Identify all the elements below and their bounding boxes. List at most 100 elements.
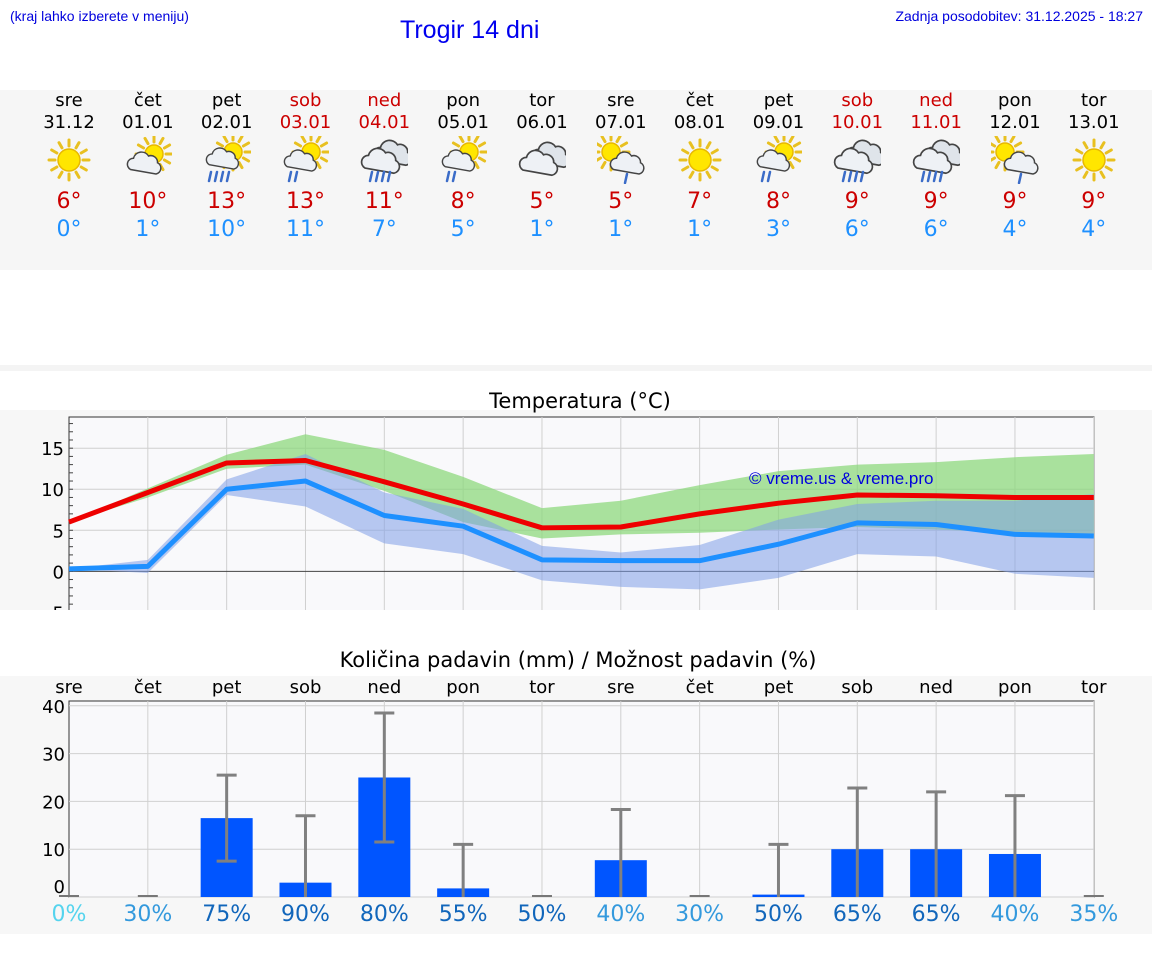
day-date: 03.01 (279, 112, 332, 133)
precipitation-probability: 40% (990, 902, 1040, 927)
precipitation-probability: 50% (517, 902, 567, 927)
min-temperature: 11° (285, 217, 325, 242)
max-temperature: 9° (1081, 189, 1107, 214)
cloud-rain-icon (896, 136, 976, 184)
chart-title: Temperatura (°C) (488, 389, 671, 413)
x-tick-label: sob (290, 677, 322, 698)
precipitation-probability: 90% (281, 902, 330, 927)
precipitation-probability: 35% (1069, 902, 1119, 927)
sun-cloud-light-rain-icon (423, 136, 503, 184)
min-temperature-line (68, 478, 1094, 572)
max-temperature: 6° (56, 189, 82, 214)
y-tick-label: 15 (41, 439, 64, 460)
day-name: tor (529, 90, 555, 111)
day-name: pet (211, 90, 242, 111)
y-tick-label: −5 (37, 603, 64, 610)
day-name: čet (685, 90, 714, 111)
y-tick-label: 30 (42, 745, 65, 766)
x-tick-label: pet (212, 677, 242, 698)
min-temperature: 6° (923, 217, 949, 242)
max-temperature-line (68, 458, 1094, 531)
max-temperature: 9° (923, 189, 949, 214)
x-tick-label: sre (55, 677, 82, 698)
day-column: sre 07.01 5° 1° (581, 90, 661, 244)
max-temperature: 7° (687, 189, 713, 214)
day-date: 07.01 (595, 112, 647, 133)
min-temperature: 1° (529, 217, 555, 242)
precipitation-probability: 0% (51, 902, 87, 927)
partly-cloudy-icon (108, 136, 188, 184)
day-date: 01.01 (122, 112, 174, 133)
sun-cloud-rain-icon (187, 136, 267, 184)
max-temperature: 9° (1002, 189, 1028, 214)
day-date: 12.01 (989, 112, 1041, 133)
max-temperature: 11° (364, 189, 404, 214)
min-temperature: 1° (687, 217, 713, 242)
precipitation-probability: 80% (359, 902, 409, 927)
day-name: sre (607, 90, 635, 111)
max-temperature: 8° (450, 189, 476, 214)
precipitation-chart: Količina padavin (mm) / Možnost padavin … (0, 648, 1152, 934)
max-temperature: 13° (207, 189, 247, 214)
cloudy-icon (502, 136, 582, 184)
y-tick-label: 0 (54, 877, 65, 898)
x-tick-label: pon (998, 677, 1032, 698)
precipitation-probability: 30% (675, 902, 725, 927)
day-date: 02.01 (200, 112, 253, 133)
day-date: 10.01 (831, 112, 884, 133)
min-temperature: 3° (765, 217, 791, 242)
day-column: pon 12.01 9° 4° (975, 90, 1055, 244)
day-column: tor 06.01 5° 1° (502, 90, 582, 244)
day-name: ned (919, 90, 954, 111)
precipitation-probability: 65% (911, 902, 961, 927)
max-temperature: 10° (128, 189, 168, 214)
sunny-icon (29, 136, 109, 184)
day-name: pet (763, 90, 794, 111)
x-tick-label: sob (841, 677, 873, 698)
min-temperature: 0° (56, 217, 82, 242)
sun-cloud-light-rain-icon (265, 136, 345, 184)
day-column: pon 05.01 8° 5° (423, 90, 503, 244)
last-updated: Zadnja posodobitev: 31.12.2025 - 18:27 (895, 8, 1143, 24)
day-name: ned (367, 90, 402, 111)
day-name: pon (998, 90, 1032, 111)
day-column: pet 09.01 8° 3° (738, 90, 818, 244)
day-column: sob 03.01 13° 11° (265, 90, 345, 244)
section-divider (0, 365, 1152, 371)
day-column: ned 04.01 11° 7° (344, 90, 424, 244)
day-date: 31.12 (43, 112, 95, 133)
precipitation-probability: 65% (832, 902, 882, 927)
day-column: sre 31.12 6° 0° (29, 90, 109, 244)
day-column: čet 08.01 7° 1° (660, 90, 740, 244)
page-title: Trogir 14 dni (400, 16, 540, 44)
max-temperature: 8° (765, 189, 791, 214)
location-hint: (kraj lahko izberete v meniju) (10, 8, 189, 24)
chart-title: Količina padavin (mm) / Možnost padavin … (340, 648, 817, 672)
y-tick-label: 5 (53, 521, 64, 542)
sun-cloud-drizzle-icon (581, 136, 661, 184)
sun-cloud-drizzle-icon (975, 136, 1055, 184)
x-tick-label: sre (607, 677, 634, 698)
x-tick-label: tor (529, 677, 555, 698)
x-tick-label: pon (446, 677, 480, 698)
precipitation-probability: 30% (123, 902, 173, 927)
day-date: 04.01 (358, 112, 411, 133)
sun-cloud-light-rain-icon (738, 136, 818, 184)
day-name: sob (841, 90, 874, 111)
day-date: 05.01 (437, 112, 489, 133)
precipitation-probability: 50% (754, 902, 803, 927)
x-tick-label: ned (367, 677, 401, 698)
max-temperature: 9° (844, 189, 870, 214)
x-tick-label: tor (1081, 677, 1107, 698)
max-temperature: 5° (608, 189, 634, 214)
min-temperature: 4° (1081, 217, 1107, 242)
y-tick-label: 10 (41, 480, 64, 501)
y-tick-label: 0 (53, 562, 64, 583)
min-temperature: 4° (1002, 217, 1028, 242)
y-tick-label: 40 (42, 697, 65, 718)
x-tick-label: čet (686, 677, 714, 698)
cloud-rain-icon (817, 136, 897, 184)
day-name: tor (1081, 90, 1107, 111)
day-column: pet 02.01 13° 10° (187, 90, 267, 244)
day-date: 06.01 (516, 112, 568, 133)
